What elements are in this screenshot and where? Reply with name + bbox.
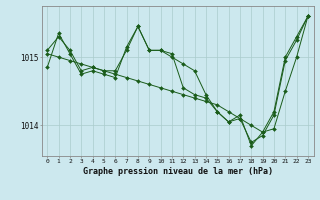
- X-axis label: Graphe pression niveau de la mer (hPa): Graphe pression niveau de la mer (hPa): [83, 167, 273, 176]
